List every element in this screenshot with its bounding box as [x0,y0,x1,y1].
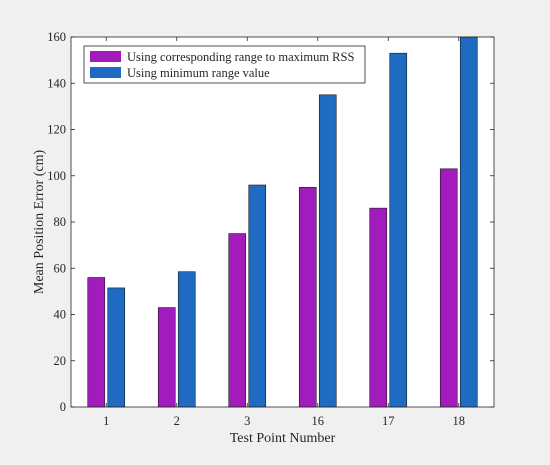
bar-series-2-cat-16 [318,94,337,408]
bars-group [87,36,478,408]
legend-label-series-2: Using minimum range value [127,66,270,80]
bar-series-1-cat-18 [439,168,458,408]
y-tick-label: 120 [47,123,66,137]
x-axis-ticks: 1 2 3 16 17 18 [103,37,465,428]
legend-swatch-series-1 [90,51,121,62]
y-tick-label: 160 [47,30,66,44]
x-tick-label: 1 [103,414,109,428]
x-tick-label: 3 [244,414,250,428]
y-axis-label: Mean Position Error (cm) [32,150,47,295]
legend-box [83,45,366,84]
y-tick-label: 0 [60,400,66,414]
bar-series-2-cat-18 [459,36,478,408]
y-tick-label: 140 [47,76,66,90]
bar-series-1-cat-16 [298,187,317,408]
bar-series-2-cat-3 [248,184,267,408]
x-tick-label: 2 [174,414,180,428]
bar-series-2-cat-2 [177,271,196,408]
y-tick-label: 40 [54,308,67,322]
y-tick-label: 100 [47,169,66,183]
legend-label-series-1: Using corresponding range to maximum RSS [127,50,354,64]
bar-series-1-cat-1 [87,277,106,408]
legend-swatch-series-2 [90,67,121,78]
x-tick-label: 18 [453,414,466,428]
bar-series-2-cat-17 [389,52,408,408]
plot-background [71,37,494,407]
legend: Using corresponding range to maximum RSS… [83,45,366,84]
x-axis-label: Test Point Number [230,431,336,446]
x-tick-label: 16 [312,414,325,428]
y-tick-label: 20 [54,354,67,368]
plot-frame [70,36,495,408]
y-axis-ticks: 0 20 40 60 80 100 120 140 160 [47,30,494,414]
bar-series-2-cat-1 [107,287,126,408]
bar-series-1-cat-2 [157,307,176,408]
y-tick-label: 60 [54,261,67,275]
y-tick-label: 80 [54,215,67,229]
x-tick-label: 17 [382,414,395,428]
bar-series-1-cat-17 [369,207,388,408]
bar-series-1-cat-3 [228,233,247,408]
